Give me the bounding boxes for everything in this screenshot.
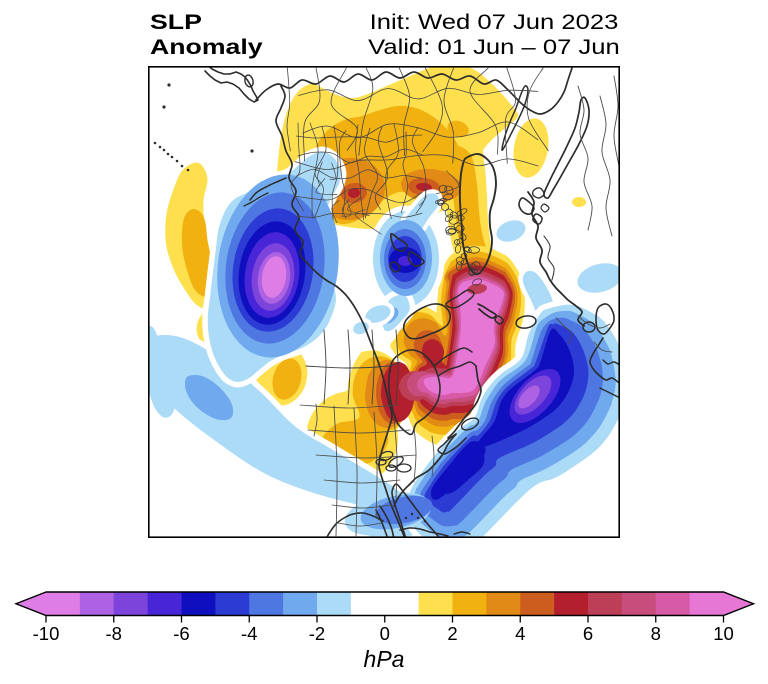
svg-text:4: 4: [515, 623, 525, 644]
svg-text:-4: -4: [241, 623, 257, 644]
svg-text:2: 2: [447, 623, 457, 644]
svg-text:6: 6: [583, 623, 593, 644]
svg-text:-10: -10: [33, 623, 60, 644]
svg-text:0: 0: [380, 623, 390, 644]
svg-text:-2: -2: [309, 623, 325, 644]
svg-text:8: 8: [651, 623, 661, 644]
svg-text:10: 10: [713, 623, 734, 644]
svg-text:-8: -8: [106, 623, 122, 644]
svg-text:-6: -6: [173, 623, 189, 644]
svg-text:hPa: hPa: [364, 646, 405, 672]
